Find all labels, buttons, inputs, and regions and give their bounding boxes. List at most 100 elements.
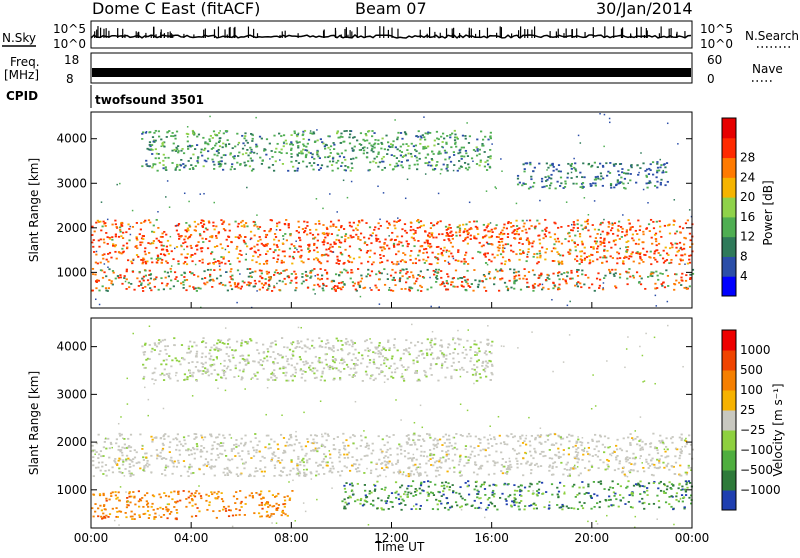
range-cell xyxy=(567,475,569,477)
range-cell xyxy=(297,155,299,157)
range-cell xyxy=(299,464,301,466)
range-cell xyxy=(432,237,434,239)
range-cell xyxy=(306,225,308,227)
range-cell xyxy=(201,155,203,157)
range-cell xyxy=(159,162,161,164)
range-cell xyxy=(600,244,602,246)
range-cell xyxy=(615,239,617,241)
range-cell xyxy=(577,230,579,232)
range-cell xyxy=(440,270,442,272)
range-cell xyxy=(119,183,121,185)
range-cell xyxy=(575,445,577,447)
range-cell xyxy=(467,236,469,238)
range-cell xyxy=(237,284,239,286)
range-cell xyxy=(258,504,260,506)
range-cell xyxy=(307,287,309,289)
range-cell xyxy=(190,256,192,258)
range-cell xyxy=(485,290,487,292)
range-cell xyxy=(548,187,550,189)
range-cell xyxy=(259,239,261,241)
range-cell xyxy=(433,494,435,496)
range-cell xyxy=(611,227,613,229)
range-cell xyxy=(519,182,521,184)
range-cell xyxy=(114,251,116,253)
range-cell xyxy=(321,275,323,277)
range-cell xyxy=(347,237,349,239)
range-cell xyxy=(225,145,227,147)
range-cell xyxy=(356,140,358,142)
range-cell xyxy=(335,162,337,164)
range-cell xyxy=(157,259,159,261)
range-cell xyxy=(145,452,147,454)
range-cell xyxy=(419,158,421,160)
range-cell xyxy=(361,439,363,441)
range-cell xyxy=(390,454,392,456)
range-cell xyxy=(608,226,610,228)
range-cell xyxy=(635,182,637,184)
range-cell xyxy=(123,277,125,279)
range-cell xyxy=(405,143,407,145)
range-cell xyxy=(577,285,579,287)
range-cell xyxy=(172,132,174,134)
range-cell xyxy=(284,223,286,225)
range-cell xyxy=(428,232,430,234)
range-cell xyxy=(297,168,299,170)
range-cell xyxy=(323,284,325,286)
range-cell xyxy=(228,236,230,238)
range-cell xyxy=(585,274,587,276)
range-cell xyxy=(287,170,289,172)
range-cell xyxy=(530,463,532,465)
range-cell xyxy=(338,239,340,241)
range-cell xyxy=(303,461,305,463)
range-cell xyxy=(259,494,261,496)
range-cell xyxy=(653,474,655,476)
range-cell xyxy=(404,230,406,232)
range-cell xyxy=(368,448,370,450)
range-cell xyxy=(428,433,430,435)
range-cell xyxy=(331,281,333,283)
range-cell xyxy=(558,164,560,166)
range-cell xyxy=(340,142,342,144)
range-cell xyxy=(576,454,578,456)
range-cell xyxy=(569,469,571,471)
range-cell xyxy=(104,517,106,519)
range-cell xyxy=(377,139,379,141)
range-cell xyxy=(660,184,662,186)
range-cell xyxy=(350,235,352,237)
y-tick-label: 4000 xyxy=(56,132,87,146)
range-cell xyxy=(687,219,689,221)
range-cell xyxy=(174,501,176,503)
range-cell xyxy=(243,240,245,242)
range-cell xyxy=(546,227,548,229)
range-cell xyxy=(570,270,572,272)
range-cell xyxy=(268,280,270,282)
range-cell xyxy=(617,235,619,237)
range-cell xyxy=(336,153,338,155)
range-cell xyxy=(417,289,419,291)
range-cell xyxy=(662,273,664,275)
range-cell xyxy=(560,444,562,446)
range-cell xyxy=(172,438,174,440)
range-cell xyxy=(535,226,537,228)
range-cell xyxy=(171,250,173,252)
range-cell xyxy=(297,251,299,253)
range-cell xyxy=(539,453,541,455)
range-cell xyxy=(164,433,166,435)
range-cell xyxy=(465,482,467,484)
range-cell xyxy=(407,179,409,181)
range-cell xyxy=(312,234,314,236)
range-cell xyxy=(592,440,594,442)
range-cell xyxy=(167,240,169,242)
range-cell xyxy=(284,233,286,235)
range-cell xyxy=(628,462,630,464)
range-cell xyxy=(641,447,643,449)
range-cell xyxy=(603,250,605,252)
range-cell xyxy=(435,237,437,239)
range-cell xyxy=(194,253,196,255)
range-cell xyxy=(423,116,425,118)
range-cell xyxy=(284,506,286,508)
range-cell xyxy=(614,222,616,224)
range-cell xyxy=(176,230,178,232)
range-cell xyxy=(241,225,243,227)
range-cell xyxy=(609,272,611,274)
